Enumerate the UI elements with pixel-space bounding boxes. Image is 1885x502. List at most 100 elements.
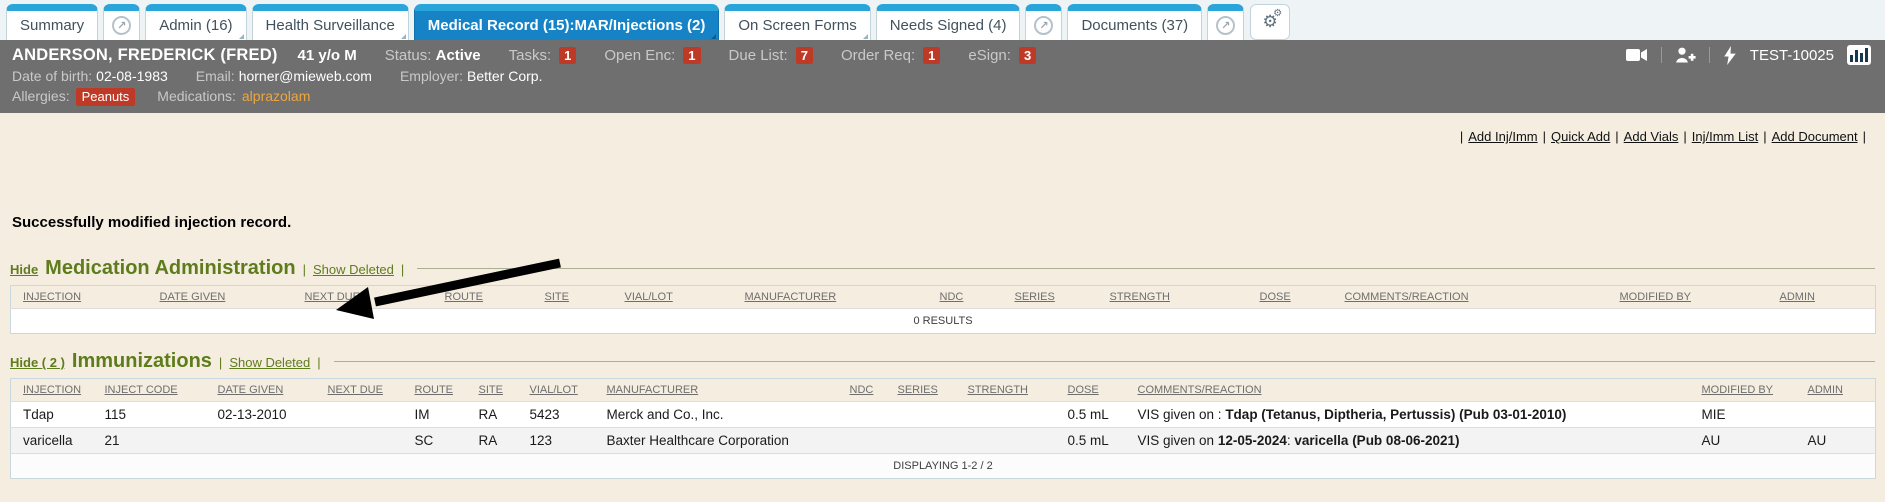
detail-label: Date of birth:: [12, 68, 93, 84]
column-header-ndc[interactable]: NDC: [935, 285, 1011, 309]
show-deleted-link[interactable]: Show Deleted: [229, 355, 311, 370]
comments-bold: 12-05-2024: [1217, 433, 1287, 448]
cell-ndc: [845, 427, 894, 454]
column-header-modified-by[interactable]: MODIFIED BY: [1697, 378, 1804, 402]
quick-action-button[interactable]: [1723, 45, 1737, 65]
comments-bold: varicella (Pub 08-06-2021): [1294, 433, 1460, 448]
success-message: Successfully modified injection record.: [12, 214, 292, 231]
table-row: varicella 21 SC RA 123 Baxter Healthcare Corp…: [10, 427, 1876, 454]
cell-series: [893, 427, 964, 454]
popout-tab-summary[interactable]: ↗: [103, 4, 141, 40]
cell-modified-by: AU: [1697, 427, 1804, 454]
medications-value[interactable]: alprazolam: [241, 88, 311, 104]
counter-badge[interactable]: 7: [795, 46, 813, 64]
action-link-inj-imm-list[interactable]: Inj/Imm List: [1691, 129, 1759, 144]
column-header-date-given[interactable]: DATE GIVEN: [155, 285, 301, 309]
counter-badge[interactable]: 1: [923, 46, 941, 64]
column-header-route[interactable]: ROUTE: [410, 378, 475, 402]
column-header-manufacturer[interactable]: MANUFACTURER: [740, 285, 936, 309]
tab-label: Documents (37): [1081, 17, 1189, 34]
dropdown-fold-icon: [711, 34, 717, 39]
divider: [1708, 47, 1710, 63]
tab-on-screen-forms[interactable]: On Screen Forms: [724, 4, 871, 40]
med-admin-table: INJECTION DATE GIVEN NEXT DUE ROUTE SITE VIAL…: [10, 285, 1876, 334]
tab-medical-record-15-mar-injections-2[interactable]: Medical Record (15):MAR/Injections (2): [413, 4, 720, 40]
counter-badge[interactable]: 3: [1018, 46, 1037, 64]
column-header-vial-lot[interactable]: VIAL/LOT: [525, 378, 603, 402]
column-header-route[interactable]: ROUTE: [440, 285, 541, 309]
column-header-comments-reaction[interactable]: COMMENTS/REACTION: [1133, 378, 1698, 402]
action-link-quick-add[interactable]: Quick Add: [1551, 129, 1611, 144]
column-header-ndc[interactable]: NDC: [845, 378, 894, 402]
column-header-row: INJECTION INJECT CODE DATE GIVEN NEXT DUE RO…: [10, 378, 1876, 402]
settings-gear-button[interactable]: ⚙ ⚙: [1250, 4, 1291, 40]
show-deleted-link[interactable]: Show Deleted: [312, 262, 394, 277]
action-link-add-document[interactable]: Add Document: [1771, 129, 1858, 144]
cell-next-due: [323, 401, 411, 428]
detail-value: 02-08-1983: [96, 68, 168, 84]
allergy-badge[interactable]: Peanuts: [75, 87, 136, 106]
counter-tasks: Tasks: 1: [509, 46, 577, 65]
action-link-add-vials[interactable]: Add Vials: [1623, 129, 1679, 144]
counter-due-list: Due List: 7: [729, 46, 813, 65]
separator: |: [1683, 129, 1687, 144]
cell-admin: [1803, 401, 1876, 428]
hide-link[interactable]: Hide ( 2 ): [10, 355, 65, 370]
column-header-series[interactable]: SERIES: [893, 378, 964, 402]
detail-label: Email:: [195, 68, 235, 84]
column-header-next-due[interactable]: NEXT DUE: [300, 285, 441, 309]
column-header-injection[interactable]: INJECTION: [10, 378, 101, 402]
patient-age-sex: 41 y/o M: [297, 46, 357, 64]
popout-arrow-icon: ↗: [1216, 16, 1236, 35]
popout-tab-needs-signed-4[interactable]: ↗: [1025, 4, 1063, 40]
counter-label: Order Req:: [840, 46, 916, 64]
patient-banner: ANDERSON, FREDERICK (FRED) 41 y/o M Stat…: [0, 40, 1885, 113]
cell-date-given: 02-13-2010: [213, 401, 324, 428]
column-header-admin[interactable]: ADMIN: [1803, 378, 1876, 402]
column-header-vial-lot[interactable]: VIAL/LOT: [620, 285, 741, 309]
column-header-strength[interactable]: STRENGTH: [1105, 285, 1256, 309]
detail-date-of-birth: Date of birth: 02-08-1983: [12, 67, 168, 86]
tab-documents-37[interactable]: Documents (37): [1067, 4, 1203, 40]
tab-admin-16[interactable]: Admin (16): [145, 4, 247, 40]
bar-chart-icon: [1847, 45, 1871, 65]
column-header-date-given[interactable]: DATE GIVEN: [213, 378, 324, 402]
tab-summary[interactable]: Summary: [6, 4, 99, 40]
immunizations-section: Hide ( 2 ) Immunizations | Show Deleted …: [10, 350, 1876, 479]
column-header-dose[interactable]: DOSE: [1063, 378, 1134, 402]
video-camera-icon: [1625, 49, 1647, 61]
cell-modified-by: MIE: [1697, 401, 1804, 428]
action-link-add-inj-imm[interactable]: Add Inj/Imm: [1468, 129, 1538, 144]
column-header-inject-code[interactable]: INJECT CODE: [100, 378, 214, 402]
column-header-site[interactable]: SITE: [540, 285, 621, 309]
add-person-button[interactable]: [1675, 47, 1696, 63]
dropdown-fold-icon: [400, 34, 406, 39]
column-header-modified-by[interactable]: MODIFIED BY: [1615, 285, 1776, 309]
cell-inject-code: 21: [100, 427, 214, 454]
counter-badge[interactable]: 1: [559, 46, 577, 64]
column-header-series[interactable]: SERIES: [1010, 285, 1106, 309]
detail-email: Email: horner@mieweb.com: [196, 67, 372, 86]
column-header-manufacturer[interactable]: MANUFACTURER: [602, 378, 846, 402]
hide-link[interactable]: Hide: [10, 262, 39, 277]
flowsheet-chart-button[interactable]: [1847, 45, 1871, 65]
tab-label: Health Surveillance: [265, 17, 395, 34]
tab-needs-signed-4[interactable]: Needs Signed (4): [875, 4, 1021, 40]
popout-tab-documents-37[interactable]: ↗: [1207, 4, 1245, 40]
counter-badge[interactable]: 1: [683, 46, 701, 64]
tab-bar: Summary ↗ Admin (16) Health Surveillance Med…: [0, 0, 1885, 40]
column-header-strength[interactable]: STRENGTH: [963, 378, 1064, 402]
cell-comments-reaction: VIS given on : Tdap (Tetanus, Diptheria,…: [1133, 401, 1698, 428]
column-header-injection[interactable]: INJECTION: [10, 285, 156, 309]
tab-health-surveillance[interactable]: Health Surveillance: [251, 4, 409, 40]
video-camera-button[interactable]: [1625, 48, 1648, 62]
cell-vial-lot: 5423: [525, 401, 603, 428]
tab-label: Needs Signed (4): [889, 17, 1007, 34]
cell-strength: [963, 401, 1064, 428]
column-header-site[interactable]: SITE: [474, 378, 526, 402]
cell-route: SC: [410, 427, 475, 454]
column-header-next-due[interactable]: NEXT DUE: [323, 378, 411, 402]
column-header-admin[interactable]: ADMIN: [1775, 285, 1876, 309]
column-header-dose[interactable]: DOSE: [1255, 285, 1341, 309]
column-header-comments-reaction[interactable]: COMMENTS/REACTION: [1340, 285, 1616, 309]
